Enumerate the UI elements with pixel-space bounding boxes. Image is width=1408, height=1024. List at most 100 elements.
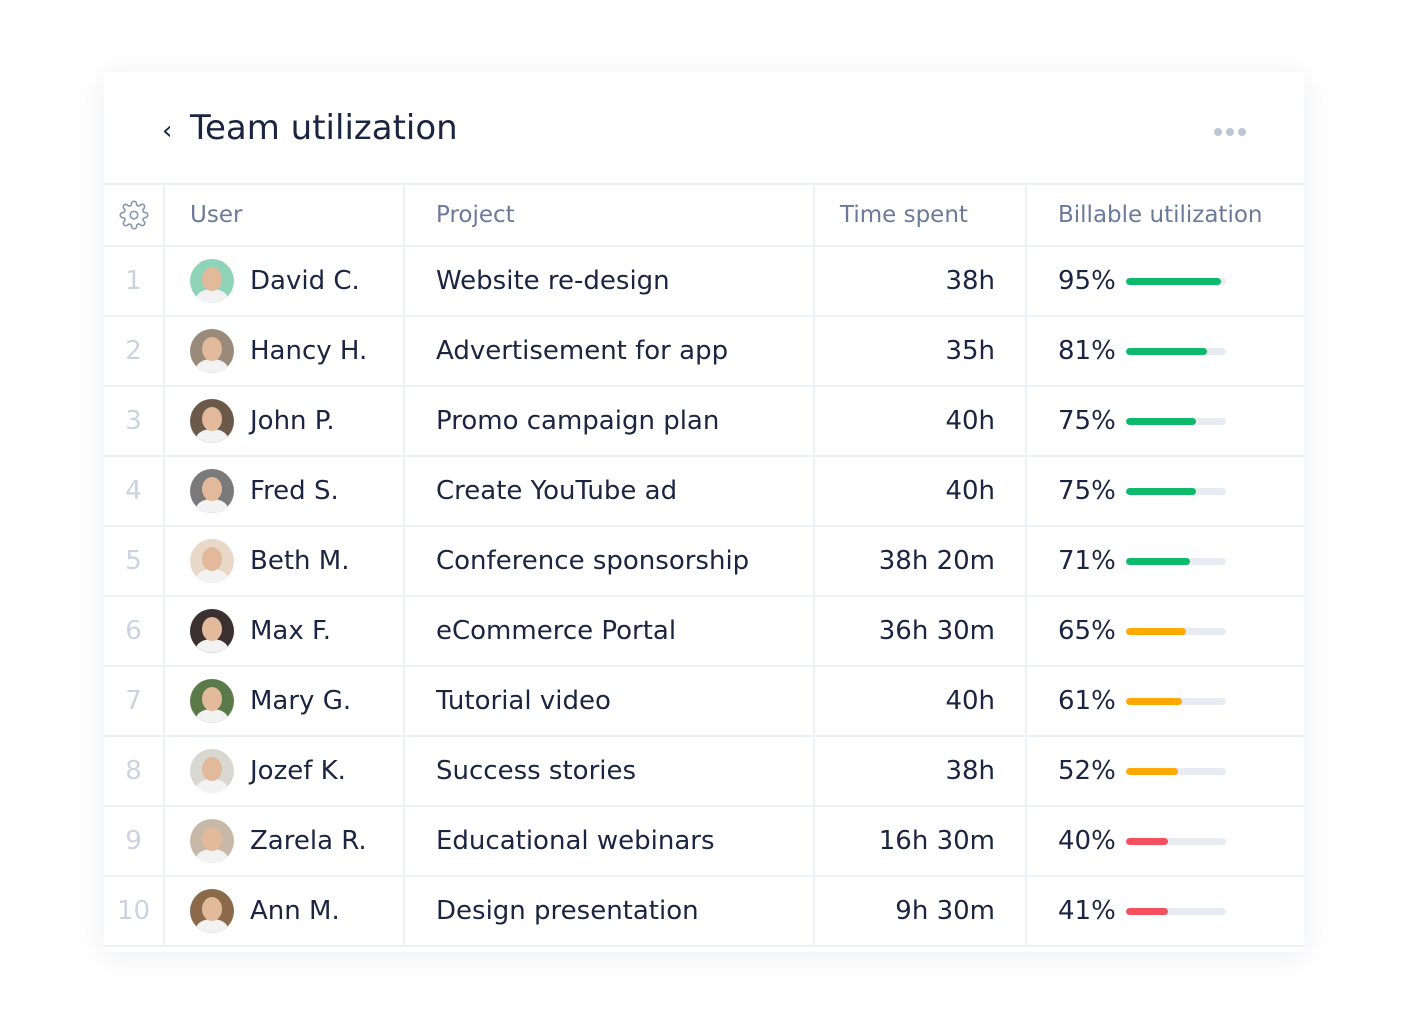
utilization-cell: 41% bbox=[1027, 877, 1304, 945]
user-cell: Beth M. bbox=[165, 527, 405, 595]
user-name: Max F. bbox=[250, 616, 332, 646]
utilization-bar-fill bbox=[1126, 417, 1196, 425]
time-spent-cell: 9h 30m bbox=[815, 877, 1027, 945]
time-spent-cell: 16h 30m bbox=[815, 807, 1027, 875]
avatar bbox=[190, 259, 234, 303]
table-row[interactable]: 2 Hancy H. Advertisement for app 35h 81% bbox=[104, 317, 1304, 387]
row-number: 7 bbox=[104, 667, 165, 735]
utilization-bar bbox=[1126, 837, 1226, 845]
utilization-cell: 61% bbox=[1027, 667, 1304, 735]
utilization-percent: 81% bbox=[1058, 336, 1116, 366]
utilization-cell: 65% bbox=[1027, 597, 1304, 665]
table-row[interactable]: 3 John P. Promo campaign plan 40h 75% bbox=[104, 387, 1304, 457]
time-spent-cell: 40h bbox=[815, 667, 1027, 735]
row-number: 10 bbox=[104, 877, 165, 945]
page-title: Team utilization bbox=[190, 108, 458, 148]
table-row[interactable]: 10 Ann M. Design presentation 9h 30m 41% bbox=[104, 877, 1304, 947]
utilization-bar-fill bbox=[1126, 767, 1178, 775]
project-cell: eCommerce Portal bbox=[405, 597, 815, 665]
utilization-percent: 95% bbox=[1058, 266, 1116, 296]
project-cell: Tutorial video bbox=[405, 667, 815, 735]
table-row[interactable]: 4 Fred S. Create YouTube ad 40h 75% bbox=[104, 457, 1304, 527]
back-chevron-icon[interactable]: ‹ bbox=[162, 116, 173, 146]
utilization-bar-fill bbox=[1126, 487, 1196, 495]
time-spent-cell: 38h bbox=[815, 247, 1027, 315]
user-cell: Jozef K. bbox=[165, 737, 405, 805]
utilization-percent: 75% bbox=[1058, 406, 1116, 436]
card-header: ‹ Team utilization bbox=[104, 72, 1304, 185]
utilization-bar bbox=[1126, 627, 1226, 635]
table-row[interactable]: 1 David C. Website re-design 38h 95% bbox=[104, 247, 1304, 317]
avatar bbox=[190, 469, 234, 513]
utilization-cell: 71% bbox=[1027, 527, 1304, 595]
more-options-icon[interactable] bbox=[1214, 128, 1246, 136]
project-cell: Educational webinars bbox=[405, 807, 815, 875]
avatar bbox=[190, 329, 234, 373]
user-name: Beth M. bbox=[250, 546, 350, 576]
row-number: 2 bbox=[104, 317, 165, 385]
utilization-bar-fill bbox=[1126, 277, 1221, 285]
row-number: 1 bbox=[104, 247, 165, 315]
utilization-bar bbox=[1126, 767, 1226, 775]
avatar bbox=[190, 679, 234, 723]
utilization-cell: 40% bbox=[1027, 807, 1304, 875]
project-cell: Design presentation bbox=[405, 877, 815, 945]
column-header-project[interactable]: Project bbox=[405, 185, 815, 245]
row-number: 8 bbox=[104, 737, 165, 805]
table-row[interactable]: 5 Beth M. Conference sponsorship 38h 20m… bbox=[104, 527, 1304, 597]
utilization-percent: 65% bbox=[1058, 616, 1116, 646]
user-cell: Max F. bbox=[165, 597, 405, 665]
utilization-bar bbox=[1126, 697, 1226, 705]
utilization-bar-fill bbox=[1126, 557, 1190, 565]
row-number: 5 bbox=[104, 527, 165, 595]
utilization-bar-fill bbox=[1126, 837, 1168, 845]
utilization-cell: 52% bbox=[1027, 737, 1304, 805]
user-name: Ann M. bbox=[250, 896, 340, 926]
user-cell: Fred S. bbox=[165, 457, 405, 525]
project-cell: Advertisement for app bbox=[405, 317, 815, 385]
utilization-bar bbox=[1126, 907, 1226, 915]
avatar bbox=[190, 399, 234, 443]
avatar bbox=[190, 819, 234, 863]
table-header: User Project Time spent Billable utiliza… bbox=[104, 185, 1304, 247]
row-number: 4 bbox=[104, 457, 165, 525]
table-row[interactable]: 6 Max F. eCommerce Portal 36h 30m 65% bbox=[104, 597, 1304, 667]
user-cell: Mary G. bbox=[165, 667, 405, 735]
user-name: Zarela R. bbox=[250, 826, 367, 856]
project-cell: Website re-design bbox=[405, 247, 815, 315]
time-spent-cell: 40h bbox=[815, 387, 1027, 455]
column-header-user[interactable]: User bbox=[165, 185, 405, 245]
row-number: 6 bbox=[104, 597, 165, 665]
settings-gear-icon[interactable] bbox=[104, 185, 165, 245]
time-spent-cell: 36h 30m bbox=[815, 597, 1027, 665]
user-name: Fred S. bbox=[250, 476, 339, 506]
utilization-percent: 52% bbox=[1058, 756, 1116, 786]
avatar bbox=[190, 609, 234, 653]
column-header-time-spent[interactable]: Time spent bbox=[815, 185, 1027, 245]
time-spent-cell: 38h bbox=[815, 737, 1027, 805]
utilization-cell: 81% bbox=[1027, 317, 1304, 385]
column-header-billable-utilization[interactable]: Billable utilization bbox=[1058, 202, 1263, 228]
user-name: Jozef K. bbox=[250, 756, 346, 786]
user-name: Mary G. bbox=[250, 686, 352, 716]
utilization-bar-fill bbox=[1126, 697, 1182, 705]
utilization-percent: 61% bbox=[1058, 686, 1116, 716]
table-row[interactable]: 8 Jozef K. Success stories 38h 52% bbox=[104, 737, 1304, 807]
avatar bbox=[190, 889, 234, 933]
user-cell: John P. bbox=[165, 387, 405, 455]
team-utilization-card: ‹ Team utilization User Project Time spe… bbox=[104, 72, 1304, 952]
table-row[interactable]: 9 Zarela R. Educational webinars 16h 30m… bbox=[104, 807, 1304, 877]
row-number: 9 bbox=[104, 807, 165, 875]
utilization-bar-fill bbox=[1126, 347, 1207, 355]
utilization-bar bbox=[1126, 417, 1226, 425]
project-cell: Create YouTube ad bbox=[405, 457, 815, 525]
project-cell: Promo campaign plan bbox=[405, 387, 815, 455]
user-cell: Ann M. bbox=[165, 877, 405, 945]
utilization-percent: 41% bbox=[1058, 896, 1116, 926]
utilization-bar bbox=[1126, 557, 1226, 565]
time-spent-cell: 38h 20m bbox=[815, 527, 1027, 595]
utilization-percent: 40% bbox=[1058, 826, 1116, 856]
utilization-bar-fill bbox=[1126, 627, 1186, 635]
utilization-cell: 75% bbox=[1027, 387, 1304, 455]
table-row[interactable]: 7 Mary G. Tutorial video 40h 61% bbox=[104, 667, 1304, 737]
